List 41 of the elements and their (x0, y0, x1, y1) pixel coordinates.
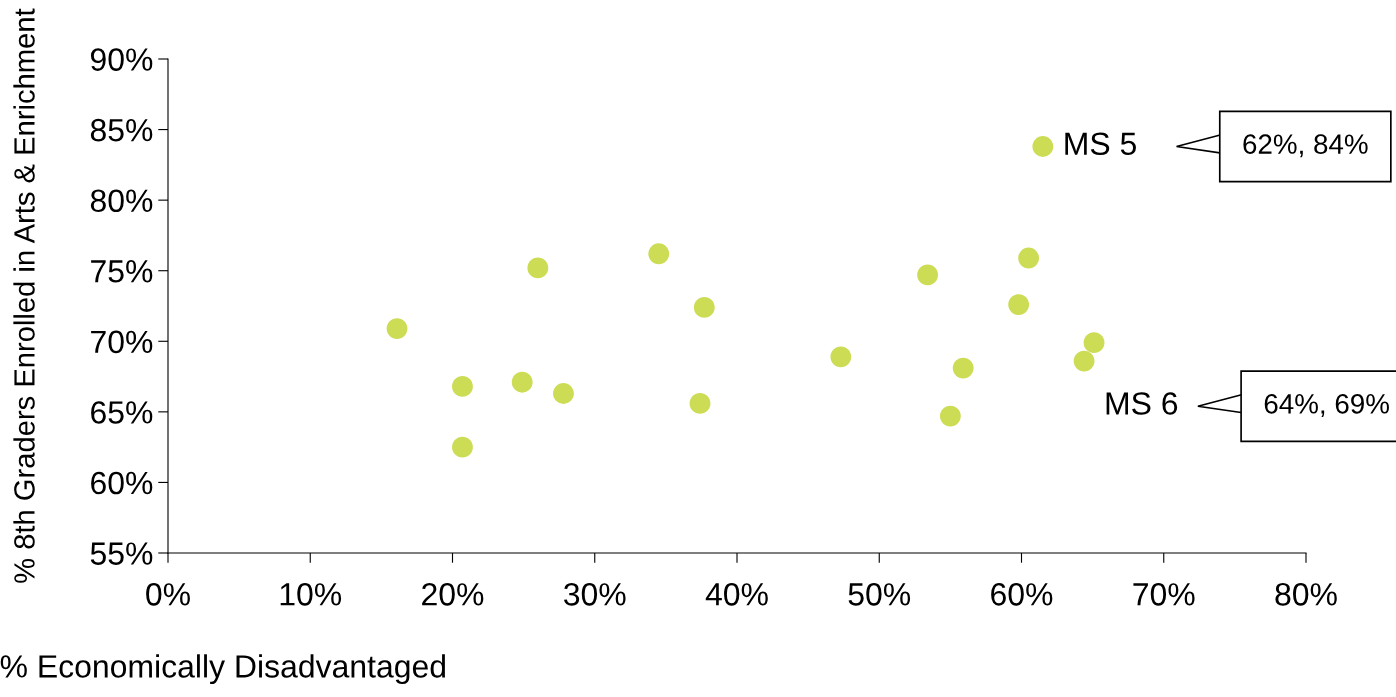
point (1083, 332, 1105, 354)
point (693, 296, 715, 318)
y-tick-label: 90% (90, 48, 153, 71)
point (1073, 350, 1095, 372)
point (1032, 136, 1054, 157)
y-tick-label: 75% (91, 260, 153, 283)
y-tick-label: 55% (90, 542, 153, 565)
x-tick-label: 30% (564, 583, 626, 606)
point (952, 357, 974, 379)
point (1018, 247, 1040, 269)
point (939, 405, 961, 427)
point (1008, 294, 1030, 316)
y-tick-label: 80% (90, 189, 153, 213)
x-axis-title: % Economically Disadvantaged (0, 654, 445, 685)
point (917, 264, 939, 286)
point (527, 257, 549, 279)
x-tick-label: 60% (991, 583, 1053, 606)
x-tick-label: 10% (280, 583, 342, 606)
x-tick-label: 20% (422, 583, 484, 606)
x-tick-label: 80% (1275, 583, 1337, 606)
y-tick-label: 85% (90, 118, 153, 142)
x-tick-label: 50% (848, 583, 911, 606)
annotation: MS 6 (1106, 392, 1178, 415)
point (689, 392, 711, 414)
y-tick-label: 70% (91, 330, 153, 354)
annotation: 64%, 69% (1264, 394, 1389, 417)
y-tick-label: 65% (91, 401, 153, 424)
annotation: MS 5 (1065, 132, 1136, 156)
x-tick-label: 0% (146, 583, 190, 606)
point (648, 243, 670, 265)
annotation: 62%, 84% (1243, 134, 1368, 158)
x-tick-label: 70% (1133, 583, 1195, 606)
point (452, 436, 473, 458)
point (553, 383, 574, 404)
point (830, 346, 852, 368)
y-tick-label: 60% (91, 471, 153, 495)
point (452, 376, 473, 397)
point (511, 371, 533, 393)
y-axis-title: % 8th Graders Enrolled in Arts & Enrichment (13, 8, 35, 583)
point (386, 318, 408, 339)
x-tick-label: 40% (705, 583, 768, 606)
